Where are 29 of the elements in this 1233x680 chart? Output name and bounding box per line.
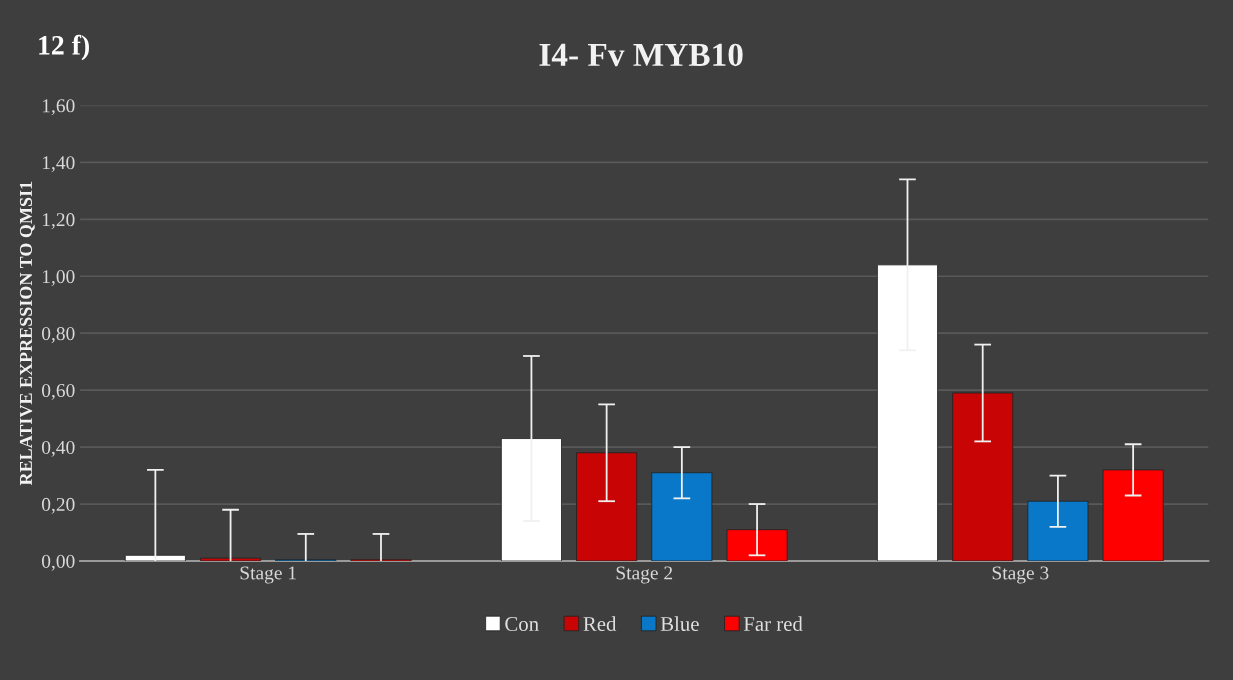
y-tick-label: 0,00 (42, 554, 75, 571)
y-tick-label: 0,40 (42, 440, 75, 457)
bar (952, 392, 1014, 561)
x-tick-label: Stage 3 (992, 566, 1049, 584)
bar (1102, 469, 1164, 561)
y-axis-title: RELATIVE EXPRESSION TO QMSI1 (19, 181, 35, 486)
x-tick-label: Stage 1 (240, 566, 296, 584)
bar (576, 452, 638, 561)
text: 12 f) (39, 34, 89, 61)
y-tick-label: 1,60 (42, 99, 75, 116)
legend-label: Red (583, 616, 617, 631)
y-tick-label: 1,00 (42, 270, 75, 286)
bar (1027, 500, 1089, 561)
legend-label: Con (505, 616, 539, 631)
chart-title: I4- Fv MYB10 (539, 43, 743, 67)
bar (726, 529, 788, 561)
bar (651, 472, 713, 561)
x-tick-label: Stage 2 (616, 566, 673, 584)
bar (876, 264, 938, 561)
y-tick-label: 0,20 (42, 497, 75, 514)
bar (124, 554, 186, 561)
y-tick-label: 1,20 (42, 213, 75, 230)
legend-label: Far red (743, 616, 803, 631)
y-tick-label: 0,60 (42, 383, 75, 400)
y-tick-label: 1,40 (42, 156, 75, 173)
legend-label: Blue (660, 616, 699, 631)
bar (500, 438, 562, 561)
bar (200, 557, 262, 561)
y-tick-label: 0,80 (42, 327, 75, 343)
